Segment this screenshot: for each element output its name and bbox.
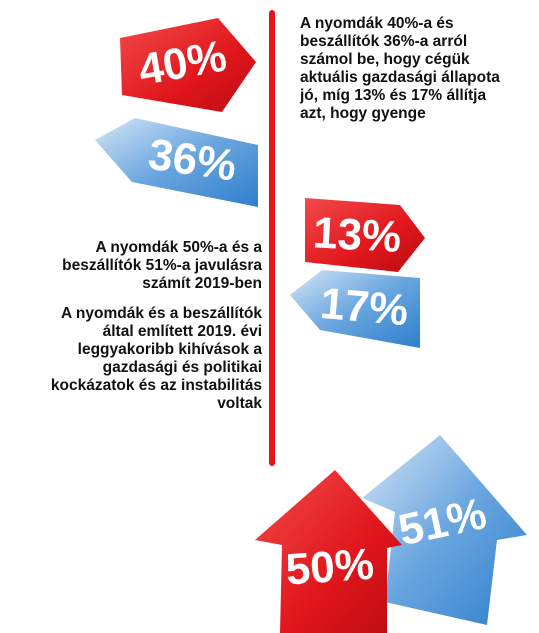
text-line: gazdasági és politikai: [103, 359, 262, 376]
text-line: által említett 2019. évi: [103, 323, 262, 340]
text-line: A nyomdák 40%-a és: [300, 15, 454, 32]
sign-label: 36%: [145, 130, 239, 191]
text-line: beszállítók 36%-a arról: [300, 33, 467, 50]
sign-arrow: [95, 118, 258, 207]
text-line: beszállítók 51%-a javulásra: [62, 257, 262, 274]
text-line: voltak: [217, 395, 262, 412]
sign-label: 13%: [312, 208, 403, 262]
text-line: aktuális gazdasági állapota: [300, 69, 500, 86]
sign-arrow: [120, 18, 256, 112]
sign-label: 17%: [318, 279, 410, 335]
text-line: azt, hogy gyenge: [300, 105, 426, 122]
pole: [269, 10, 275, 466]
sign-label: 50%: [284, 540, 375, 595]
up-arrow: [362, 435, 527, 625]
text-line: számít 2019-ben: [142, 275, 262, 292]
text-line: számol be, hogy cégük: [300, 51, 470, 68]
text-line: A nyomdák 50%-a és a: [95, 239, 262, 256]
text-line: jó, míg 13% és 17% állítja: [299, 87, 486, 104]
sign-arrow: [290, 270, 420, 348]
sign-arrow: [305, 198, 425, 272]
text-line: leggyakoribb kihívások a: [78, 341, 263, 358]
text-line: kockázatok és az instabilitás: [51, 377, 262, 394]
up-arrow: [255, 470, 402, 633]
text-line: A nyomdák és a beszállítók: [61, 305, 262, 322]
